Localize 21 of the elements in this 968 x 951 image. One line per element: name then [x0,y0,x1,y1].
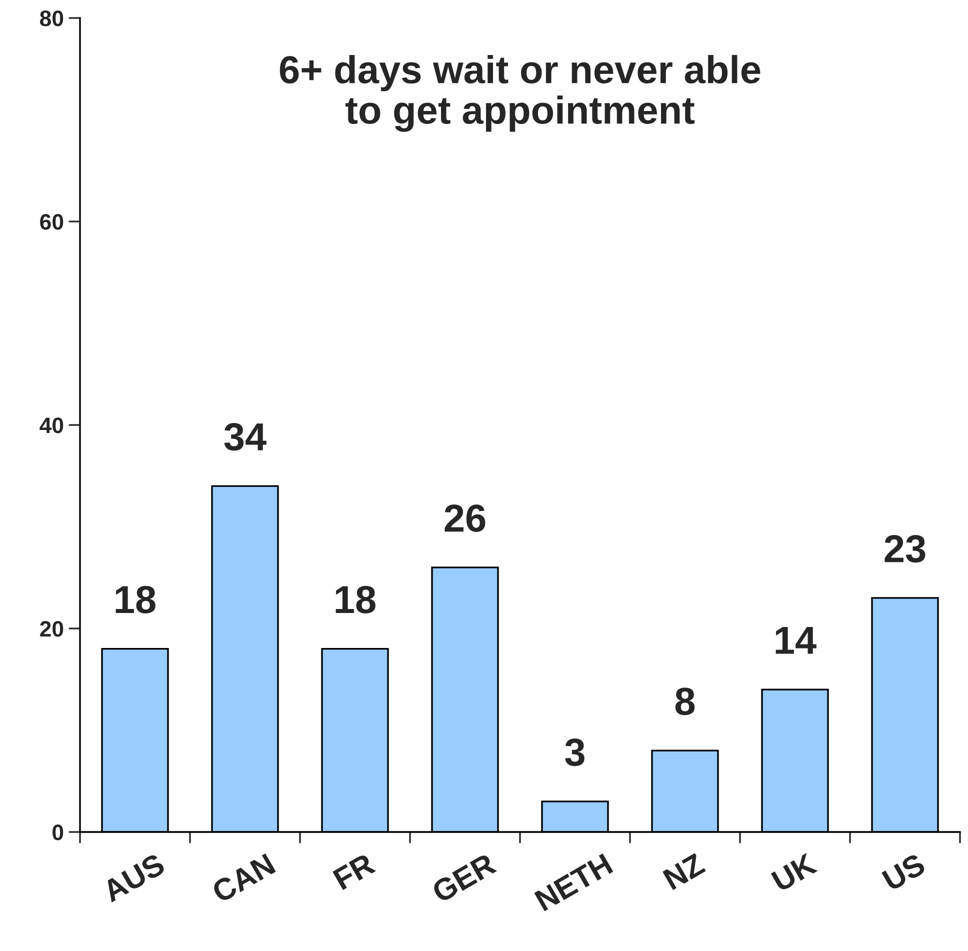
x-tick-label: UK [770,852,818,892]
data-label: 34 [224,423,266,451]
data-label: 3 [565,738,584,766]
x-tick-label: NZ [662,852,706,890]
x-tick-label: FR [332,852,376,890]
data-label: 18 [336,586,376,614]
x-tick-label: GER [430,852,498,904]
text: 6+ days wait or never able to get appointment [280,54,760,132]
x-tick-label: CAN [210,853,276,904]
data-label: 26 [444,504,486,532]
data-label: 14 [776,626,816,654]
x-tick-label: US [881,852,926,892]
x-tick-label: AUS [101,852,166,903]
y-tick-label: 40 [40,418,64,434]
data-label: 8 [675,688,695,716]
y-tick-label: 20 [40,621,64,637]
data-label: 23 [884,534,926,563]
y-tick-label: 0 [52,824,64,840]
y-tick-label: 80 [40,10,64,26]
data-label: 18 [116,586,156,614]
y-tick-label: 60 [40,214,64,230]
